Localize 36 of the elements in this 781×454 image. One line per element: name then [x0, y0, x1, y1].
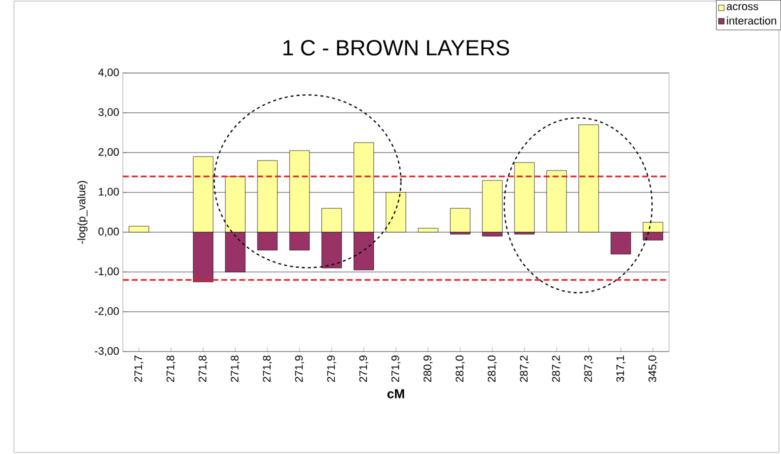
x-tick-label: 317,1	[616, 355, 626, 382]
x-tick-label: 271,9	[295, 355, 304, 382]
bar	[578, 124, 599, 232]
x-tick-label: 271,8	[166, 355, 176, 382]
x-tick-label: 287,2	[552, 355, 562, 382]
legend-label: interaction	[727, 16, 776, 24]
x-tick-label: 271,9	[391, 355, 400, 382]
y-tick-label: -2,00	[94, 307, 119, 316]
y-tick-label: -1,00	[94, 267, 119, 276]
x-tick-label: 345,0	[648, 355, 658, 382]
legend-label: across	[726, 4, 758, 10]
y-tick-label: 0,00	[98, 227, 119, 236]
x-tick-label: 287,2	[520, 355, 529, 382]
x-tick-label: 281,0	[488, 355, 497, 382]
x-tick-label: 287,3	[584, 355, 594, 382]
chart-title: 1 C - BROWN LAYERS	[283, 40, 510, 56]
x-tick-label: 280,9	[424, 355, 433, 382]
bar	[418, 228, 438, 232]
y-axis-title: -log(p_value)	[77, 180, 88, 244]
bar	[546, 170, 567, 232]
x-tick-label: 271,9	[327, 355, 336, 382]
x-axis-title: cM	[387, 389, 404, 398]
y-tick-label: -3,00	[94, 346, 119, 356]
y-tick-label: 3,00	[98, 108, 119, 118]
x-tick-label: 271,9	[359, 355, 368, 382]
bar	[610, 232, 631, 254]
y-tick-label: 1,00	[98, 188, 119, 197]
bar	[450, 208, 470, 232]
x-tick-label: 271,8	[230, 355, 240, 382]
x-tick-label: 281,0	[456, 355, 465, 382]
x-tick-label: 271,8	[198, 355, 208, 382]
x-tick-label: 271,7	[134, 355, 144, 382]
y-tick-label: 4,00	[98, 68, 119, 78]
bar	[514, 162, 535, 232]
y-tick-label: 2,00	[98, 148, 119, 157]
x-tick-label: 271,8	[262, 355, 272, 382]
